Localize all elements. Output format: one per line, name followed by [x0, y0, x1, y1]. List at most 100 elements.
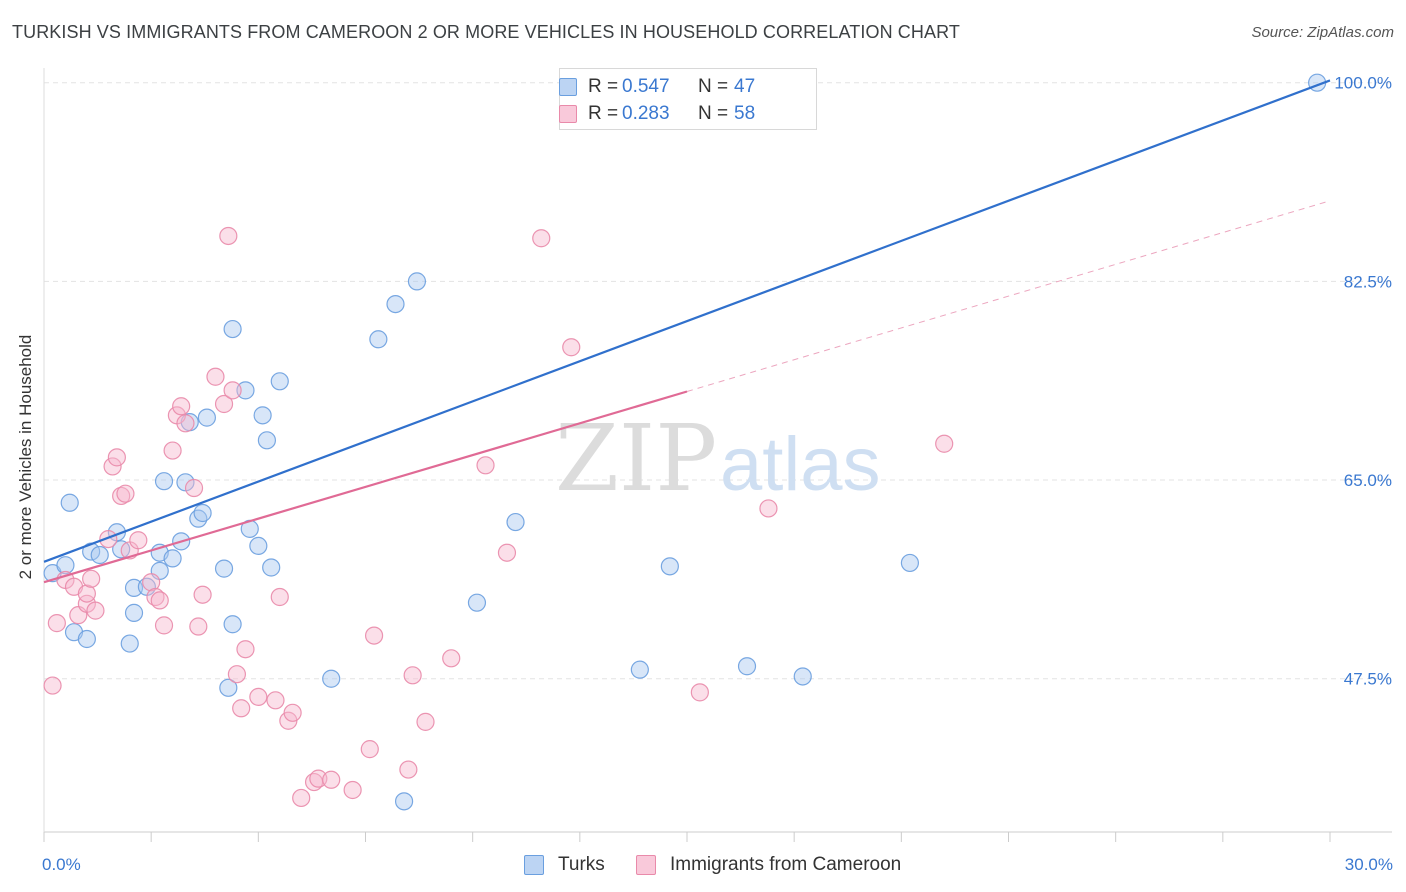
cameroon-point	[497, 543, 517, 562]
series-legend: Turks Immigrants from Cameroon	[0, 852, 1406, 878]
turks-point	[737, 657, 757, 676]
turks-point	[163, 549, 182, 568]
legend-swatch-cameroon	[559, 105, 577, 123]
turks-point	[197, 408, 216, 427]
turks-point	[253, 406, 272, 425]
cameroon-point	[103, 457, 122, 476]
turks-point	[793, 667, 812, 686]
series-swatch-cameroon	[636, 855, 656, 875]
turks-point	[77, 629, 96, 649]
cameroon-point	[360, 740, 379, 759]
turks-point	[900, 553, 920, 573]
cameroon-point	[283, 703, 302, 722]
axis-layer	[43, 68, 1392, 842]
cameroon-trend-line	[43, 390, 688, 584]
cameroon-point	[189, 617, 208, 636]
turks-point	[124, 603, 144, 622]
turks-point	[193, 503, 212, 523]
turks-point	[467, 593, 487, 612]
cameroon-point	[116, 484, 135, 503]
y-tick-label: 65.0%	[1344, 471, 1392, 490]
cameroon-point	[86, 601, 105, 620]
grid-layer	[44, 82, 1392, 680]
watermark-zip: ZIP	[555, 405, 717, 512]
cameroon-point	[223, 381, 242, 400]
legend-r-label: R =	[588, 76, 619, 97]
legend-n-value-cameroon: 58	[734, 103, 756, 124]
legend-r-label: R =	[588, 103, 619, 124]
cameroon-point	[476, 456, 495, 475]
cameroon-point	[150, 591, 169, 610]
cameroon-point	[232, 699, 251, 718]
points-layer	[43, 73, 1327, 811]
cameroon-point	[562, 338, 581, 357]
stats-legend: R = 0.547 N = 47 R = 0.283 N = 58	[559, 68, 817, 130]
legend-n-value-turks: 47	[734, 76, 756, 97]
legend-row-cameroon: R = 0.283 N = 58	[559, 101, 756, 127]
cameroon-point	[416, 712, 435, 731]
cameroon-point	[690, 683, 709, 702]
cameroon-point	[364, 626, 384, 645]
series-label-cameroon: Immigrants from Cameroon	[670, 854, 902, 875]
y-axis-label: 2 or more Vehicles in Household	[16, 334, 35, 580]
tick-label-layer: 47.5% 65.0% 82.5% 100.0% 0.0% 30.0%	[42, 74, 1393, 874]
y-tick-label: 100.0%	[1334, 74, 1392, 93]
turks-point	[630, 660, 649, 679]
turks-point	[394, 792, 414, 811]
turks-point	[223, 615, 242, 634]
cameroon-point	[129, 531, 148, 550]
cameroon-point	[399, 760, 418, 779]
turks-point	[223, 319, 242, 339]
cameroon-point	[176, 414, 195, 433]
turks-point	[236, 381, 255, 400]
turks-point	[56, 556, 75, 575]
cameroon-point	[532, 229, 551, 248]
cameroon-point	[107, 448, 126, 467]
cameroon-point	[99, 529, 118, 549]
cameroon-point	[292, 788, 311, 808]
cameroon-point	[43, 676, 62, 695]
turks-point	[262, 558, 281, 577]
cameroon-point	[77, 584, 96, 603]
legend-r-value-turks: 0.547	[622, 76, 670, 97]
turks-point	[214, 559, 234, 578]
cameroon-point	[206, 367, 225, 386]
chart-title: TURKISH VS IMMIGRANTS FROM CAMEROON 2 OR…	[12, 22, 960, 42]
turks-point	[60, 493, 79, 512]
turks-point	[219, 678, 238, 697]
cameroon-point	[184, 478, 204, 498]
series-legend-cameroon: Immigrants from Cameroon	[636, 852, 901, 878]
turks-point	[506, 512, 525, 532]
y-tick-label: 47.5%	[1344, 670, 1392, 689]
cameroon-point	[154, 616, 174, 635]
turks-point	[369, 330, 388, 349]
cameroon-point	[343, 780, 362, 800]
legend-row-turks: R = 0.547 N = 47	[559, 74, 756, 100]
x-tick-label: 0.0%	[42, 855, 81, 874]
series-legend-turks: Turks	[524, 852, 605, 878]
legend-n-label: N =	[698, 103, 729, 124]
cameroon-point	[82, 569, 101, 588]
y-tick-label: 82.5%	[1344, 272, 1392, 291]
legend-swatch-turks	[559, 78, 577, 96]
turks-trend-line	[43, 79, 1331, 563]
legend-r-value-cameroon: 0.283	[622, 103, 670, 124]
cameroon-point	[266, 691, 285, 710]
turks-point	[257, 431, 277, 450]
turks-point	[90, 545, 109, 565]
series-label-turks: Turks	[558, 854, 605, 875]
cameroon-point	[309, 769, 328, 788]
cameroon-point	[759, 499, 778, 518]
cameroon-point	[270, 587, 289, 607]
cameroon-point	[163, 441, 182, 460]
legend-n-label: N =	[698, 76, 729, 97]
cameroon-point	[236, 640, 255, 659]
cameroon-point	[219, 226, 238, 246]
cameroon-point	[142, 573, 161, 592]
turks-point	[386, 294, 405, 314]
source-attribution: Source: ZipAtlas.com	[1251, 24, 1394, 41]
cameroon-point	[935, 434, 954, 453]
watermark-atlas: atlas	[720, 422, 881, 507]
cameroon-point	[193, 585, 212, 604]
